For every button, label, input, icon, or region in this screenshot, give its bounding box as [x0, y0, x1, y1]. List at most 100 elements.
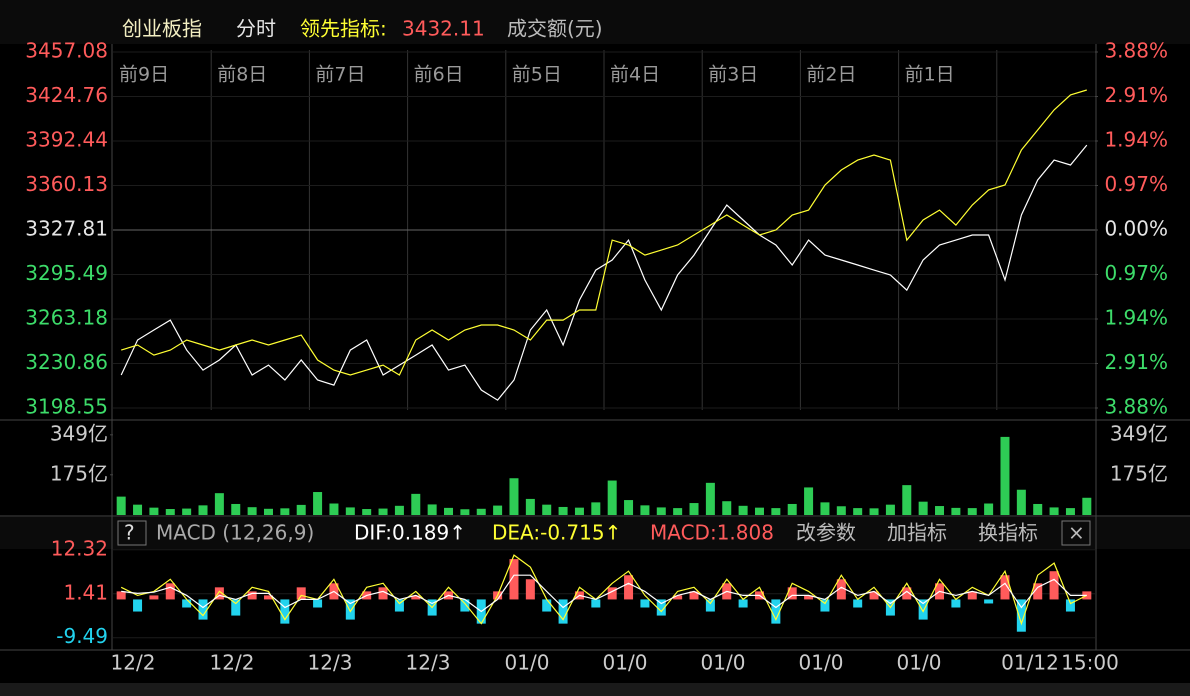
y-tick-label: 3360.13 [25, 172, 108, 196]
latest-value: 3432.11 [402, 17, 485, 41]
x-tick-label: 01/0 [505, 651, 550, 675]
macd-bar [165, 583, 175, 600]
volume-bar [869, 508, 879, 515]
macd-bar [607, 587, 617, 600]
volume-bar [591, 502, 601, 515]
volume-bar [558, 506, 568, 515]
y2-tick-label: 0.97% [1104, 261, 1168, 285]
x-tick-label: 01/0 [701, 651, 746, 675]
macd-bar [263, 595, 273, 600]
close-box[interactable] [1061, 520, 1091, 546]
volume-bar [394, 505, 404, 515]
macd-bar [902, 587, 912, 600]
macd-bar [394, 599, 404, 612]
volume-bar [984, 503, 994, 515]
volume-bar [509, 478, 519, 515]
day-label: 前3日 [708, 64, 758, 86]
y2-tick-label: 2.91% [1104, 350, 1168, 374]
y-tick-label: 175亿 [50, 461, 108, 485]
macd-line [121, 574, 1087, 613]
x-tick-label: 01/0 [799, 651, 844, 675]
macd-bar [411, 595, 421, 600]
y-tick-label: 3295.49 [25, 261, 108, 285]
macd-bar [673, 595, 683, 600]
volume-bar [198, 505, 208, 515]
volume-bar [918, 501, 928, 515]
macd-bar [116, 591, 126, 600]
macd-bar [1049, 571, 1059, 600]
volume-bar [771, 508, 781, 515]
volume-bar [427, 504, 437, 515]
close-button[interactable]: × [1068, 521, 1085, 545]
macd-bar [771, 599, 781, 624]
macd-bar [738, 599, 748, 608]
volume-bar [673, 508, 683, 515]
y-tick-label: 175亿 [1110, 461, 1168, 485]
volume-bar [444, 507, 454, 515]
x-tick-label: 01/0 [897, 651, 942, 675]
volume-bar [263, 508, 273, 515]
volume-bar [705, 482, 715, 515]
volume-bar [820, 502, 830, 515]
macd-bar [804, 595, 814, 600]
volume-bar [149, 507, 159, 515]
macd-bar [460, 599, 470, 612]
day-label: 前7日 [315, 64, 365, 86]
volume-bar [165, 509, 175, 515]
volume-bar [607, 480, 617, 515]
macd-bar [182, 599, 192, 608]
price-line [120, 144, 1088, 401]
macd-bar [214, 587, 224, 600]
volume-bar [1033, 503, 1043, 515]
y-tick-label: 3424.76 [25, 83, 108, 107]
day-label: 前4日 [610, 64, 660, 86]
y2-tick-label: 3.88% [1104, 395, 1168, 419]
dif-label: DIF:0.189↑ [354, 521, 466, 545]
volume-bar [214, 493, 224, 515]
macd-bar [820, 599, 830, 612]
chart-subtitle: 分时 [236, 17, 276, 41]
day-label: 前2日 [806, 64, 856, 86]
volume-bar [542, 504, 552, 515]
macd-bar [869, 591, 879, 600]
help-box[interactable] [117, 520, 147, 546]
volume-bar [787, 503, 797, 515]
macd-bar [378, 587, 388, 600]
macd-bar [853, 599, 863, 608]
help-button[interactable]: ? [124, 521, 135, 545]
chart-title: 创业板指 [122, 17, 202, 41]
macd-bar [1016, 599, 1026, 632]
volume-bar [722, 501, 732, 515]
unit-label: 成交额(元) [507, 17, 603, 41]
y-tick-label: 349亿 [1110, 421, 1168, 445]
button[interactable]: 加指标 [887, 521, 947, 545]
macd-bar [1065, 599, 1075, 612]
volume-bar [689, 503, 699, 515]
day-label: 前9日 [119, 64, 169, 86]
macd-bar [656, 599, 666, 616]
volume-bar [836, 506, 846, 515]
volume-bar [656, 507, 666, 515]
y2-tick-label: 1.94% [1104, 128, 1168, 152]
volume-bar [411, 493, 421, 515]
macd-bar [525, 579, 535, 600]
y2-tick-label: 0.00% [1104, 217, 1168, 241]
y-tick-label: 3198.55 [25, 395, 108, 419]
macd-line [120, 554, 1088, 626]
y-tick-label: 349亿 [50, 421, 108, 445]
macd-bar [198, 599, 208, 620]
volume-bar [525, 498, 535, 515]
macd-bar [689, 591, 699, 600]
x-tick-label: 12/2 [210, 651, 255, 675]
macd-bar [705, 599, 715, 612]
volume-bar [296, 504, 306, 515]
y-tick-label: 12.32 [51, 536, 108, 560]
button[interactable]: 改参数 [796, 521, 856, 545]
volume-bar [329, 503, 339, 515]
button[interactable]: 换指标 [978, 521, 1038, 545]
x-tick-label: 01/12 [1001, 651, 1059, 675]
y-tick-label: -9.49 [56, 624, 108, 648]
macd-bar [133, 599, 143, 612]
day-label: 前1日 [905, 64, 955, 86]
x-tick-label: 12/3 [308, 651, 353, 675]
